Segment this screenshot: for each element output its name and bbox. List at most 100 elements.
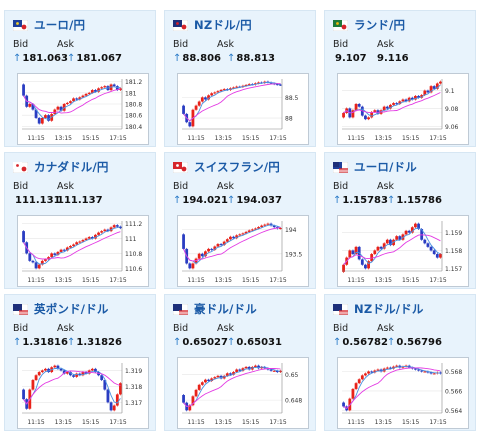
price-chart[interactable]: 1.319 1.318 1.317 11:15 13:15 15:15 17:15 [17,357,149,429]
candle [78,97,82,100]
up-arrow-icon: ↑ [173,337,182,348]
candle [429,246,433,251]
candle [376,369,380,371]
y-tick-label: 88 [285,116,293,123]
candle [354,246,358,255]
pair-title[interactable]: ランド/円 [354,18,406,32]
up-arrow-icon: ↑ [333,195,342,206]
ask-price-value: 9.116 [377,53,409,64]
rate-card[interactable]: NZドル/ドル Bid Ask ↑0.56782 ↑0.56796 0.568 0.566 0… [324,294,476,431]
pair-title[interactable]: NZドル/ドル [354,302,424,316]
candle [84,238,88,241]
x-tick-label: 17:15 [269,419,286,426]
candle [75,242,79,245]
pair-title[interactable]: ユーロ/ドル [354,160,417,174]
price-chart[interactable]: 0.65 0.648 11:15 13:15 15:15 17:15 [177,357,309,429]
candle [22,84,25,96]
candle [81,240,85,242]
candle [34,375,38,381]
x-tick-label: 11:15 [347,277,364,284]
candle [197,384,201,390]
candle [385,239,389,244]
candle [414,368,417,370]
candle [250,229,254,231]
candle [191,263,195,269]
candle [200,382,204,385]
candle [379,369,383,372]
candle [81,95,85,98]
candle [423,239,427,244]
candle [100,375,104,381]
candlestick-chart: 194 193.5 11:15 13:15 15:15 17:15 [182,221,302,284]
candle [53,109,57,115]
candle [65,102,69,104]
card-header: 豪ドル/ドル [173,301,257,317]
card-header: ユーロ/円 [13,17,85,33]
candle [247,366,251,370]
candle [439,372,442,374]
moving-average-long-line [183,227,281,262]
candle [56,365,60,369]
candle [37,117,41,124]
x-tick-label: 17:15 [429,419,446,426]
up-arrow-icon: ↑ [13,337,22,348]
rate-card[interactable]: スイスフラン/円 Bid Ask ↑194.021 ↑194.037 194 193.5 11… [164,152,316,289]
rate-card[interactable]: NZドル/円 Bid Ask ↑88.806 ↑88.813 88.5 88 11:15 13:… [164,10,316,147]
ask-price: ↑1.15786 [387,195,442,206]
price-chart[interactable]: 9.1 9.08 9.06 11:15 13:15 15:15 17:15 [337,73,469,145]
candle [197,253,201,259]
candle [200,97,204,102]
candle [213,377,217,379]
price-chart[interactable]: 194 193.5 11:15 13:15 15:15 17:15 [177,215,309,287]
ask-price: 9.116 [377,53,409,64]
candle [426,243,430,247]
price-chart[interactable]: 1.159 1.158 1.157 11:15 13:15 15:15 17:15 [337,215,469,287]
bid-price-value: 194.021 [182,195,228,206]
x-tick-label: 13:15 [215,277,232,284]
rate-card[interactable]: 豪ドル/ドル Bid Ask ↑0.65027 ↑0.65031 0.65 0.648 11:… [164,294,316,431]
ask-price-value: 194.037 [236,195,282,206]
candle [395,103,399,105]
price-chart[interactable]: 181.2 181 180.8 180.6 180.4 11:15 13:15 15:15 17… [17,73,149,145]
pair-title[interactable]: 豪ドル/ドル [194,302,257,316]
rate-card[interactable]: ユーロ/円 Bid Ask ↑181.063 ↑181.067 181.2 181 180.8… [4,10,156,147]
pair-title[interactable]: NZドル/円 [194,18,252,32]
rate-card[interactable]: カナダドル/円 Bid Ask 111.131 111.137 111.2 111 110.8… [4,152,156,289]
candle [103,86,107,88]
candle [72,375,75,377]
candle [357,104,361,107]
candle [188,405,192,411]
rate-card[interactable]: 英ポンド/ドル Bid Ask ↑1.31816 ↑1.31826 1.319 1.318 1… [4,294,156,431]
bid-price: ↑1.31816 [13,337,68,348]
rate-card[interactable]: ユーロ/ドル Bid Ask ↑1.15783 ↑1.15786 1.159 1.158 1.… [324,152,476,289]
candle [426,90,430,93]
candle [279,84,282,86]
candle [119,88,122,91]
pair-title[interactable]: ユーロ/円 [34,18,86,32]
candle [204,379,207,383]
pair-title[interactable]: 英ポンド/ドル [34,302,109,316]
bid-label: Bid [173,323,189,334]
candle [389,239,392,246]
pair-title[interactable]: カナダドル/円 [34,160,109,174]
pair-title[interactable]: スイスフラン/円 [194,160,280,174]
price-chart[interactable]: 88.5 88 11:15 13:15 15:15 17:15 [177,73,309,145]
candle [385,106,389,109]
candle [404,99,408,102]
candle [200,253,204,257]
x-tick-label: 13:15 [55,419,72,426]
rate-card[interactable]: ランド/円 Bid Ask 9.107 9.116 9.1 9.08 9.06 11:15 13:… [324,10,476,147]
candle [351,388,355,399]
up-arrow-icon: ↑ [173,195,182,206]
card-header: ユーロ/ドル [333,159,417,175]
price-chart[interactable]: 111.2 111 110.8 110.6 11:15 13:15 15:15 17:15 [17,215,149,287]
price-chart[interactable]: 0.568 0.566 0.564 11:15 13:15 15:15 17:15 [337,357,469,429]
candle [395,365,399,367]
candle [119,383,122,395]
x-tick-label: 13:15 [375,277,392,284]
candle [210,248,214,250]
candle [432,86,436,89]
ask-price: ↑88.813 [227,53,275,64]
candle [257,82,260,84]
candle [188,263,192,269]
